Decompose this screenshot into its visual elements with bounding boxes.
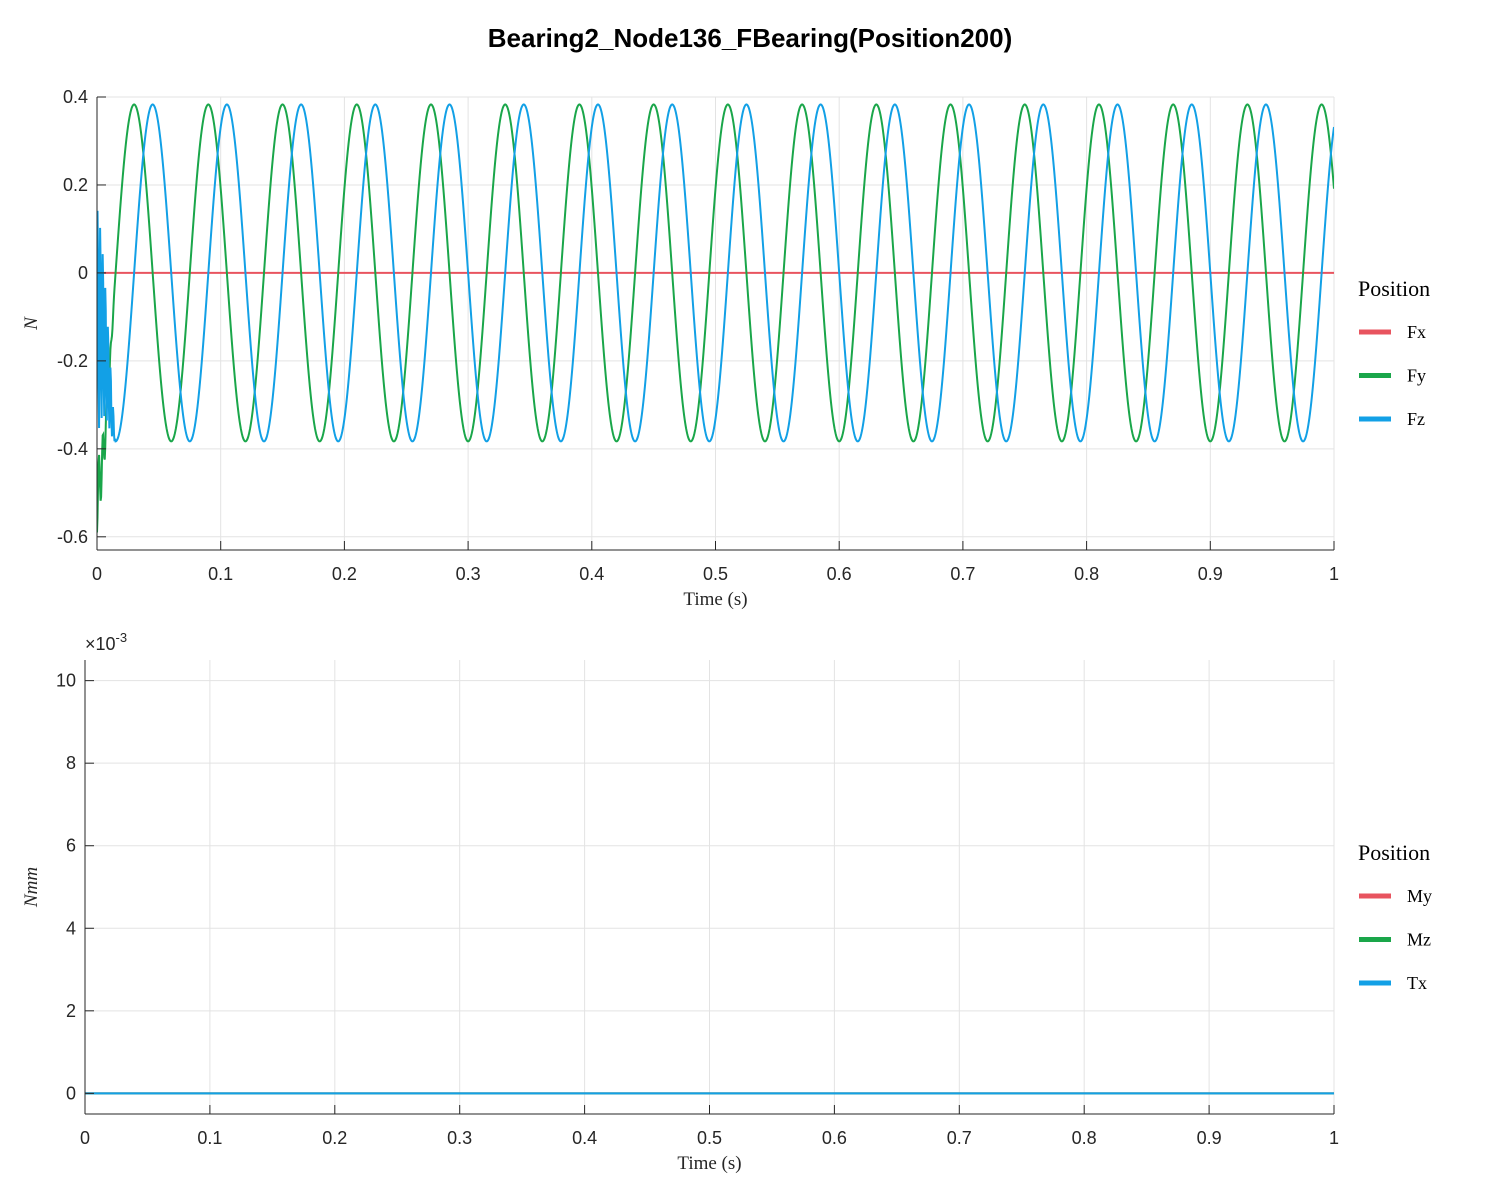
x-tick-label: 0.7 [947,1128,972,1148]
legend-label-tx: Tx [1407,973,1427,993]
y-tick-label: 0 [66,1083,76,1103]
x-tick-label: 0.2 [322,1128,347,1148]
legend-title: Position [1358,276,1430,301]
y-tick-label: 10 [56,671,76,691]
force-panel: 0 0.1 0.2 0.3 0.4 0.5 0.6 0.7 0.8 0.9 1 -0.6 -0.4 -0.… [21,87,1430,610]
y-tick-label: 8 [66,753,76,773]
x-tick-label: 0.1 [197,1128,222,1148]
y-tick-label: -0.6 [57,527,88,547]
y-tick-label: 2 [66,1001,76,1021]
legend: Position My Mz Tx [1358,840,1432,993]
x-tick-label: 0.4 [579,564,604,584]
x-tick-label: 0.3 [447,1128,472,1148]
moment-panel: 0 0.1 0.2 0.3 0.4 0.5 0.6 0.7 0.8 0.9 10246810×10-… [21,630,1432,1174]
x-tick-label: 0.9 [1197,1128,1222,1148]
y-tick-label: 4 [66,918,76,938]
x-tick-label: 0.5 [703,564,728,584]
x-axis-label: Time (s) [683,589,747,610]
y-tick-label: -0.2 [57,351,88,371]
series-line-fz [97,103,1334,443]
x-tick-label: 1 [1329,564,1339,584]
y-tick-label: 0.4 [63,87,88,107]
x-tick-label: 0.1 [208,564,233,584]
series-line-fy [97,103,1334,533]
x-tick-label: 0.6 [822,1128,847,1148]
y-exponent-label: ×10-3 [85,630,127,654]
y-axis-label: Nmm [21,867,42,908]
figure-title: Bearing2_Node136_FBearing(Position200) [488,23,1013,53]
x-tick-label: 1 [1329,1128,1339,1148]
legend-title: Position [1358,840,1430,865]
x-tick-label: 0.3 [456,564,481,584]
x-tick-label: 0.7 [950,564,975,584]
legend-label-fz: Fz [1407,409,1425,429]
x-tick-label: 0.2 [332,564,357,584]
legend-label-my: My [1407,886,1432,906]
legend-label-mz: Mz [1407,930,1431,950]
x-tick-label: 0 [80,1128,90,1148]
x-tick-label: 0.5 [697,1128,722,1148]
x-tick-label: 0.9 [1198,564,1223,584]
legend-label-fy: Fy [1407,366,1426,386]
y-tick-label: 0 [78,263,88,283]
x-tick-label: 0 [92,564,102,584]
y-tick-label: -0.4 [57,439,88,459]
legend-label-fx: Fx [1407,322,1426,342]
x-tick-label: 0.6 [827,564,852,584]
x-axis-label: Time (s) [677,1153,741,1174]
y-tick-label: 6 [66,836,76,856]
y-tick-label: 0.2 [63,175,88,195]
y-axis-label: N [21,316,42,331]
x-tick-label: 0.4 [572,1128,597,1148]
x-tick-label: 0.8 [1074,564,1099,584]
legend: Position Fx Fy Fz [1358,276,1430,429]
x-tick-label: 0.8 [1072,1128,1097,1148]
